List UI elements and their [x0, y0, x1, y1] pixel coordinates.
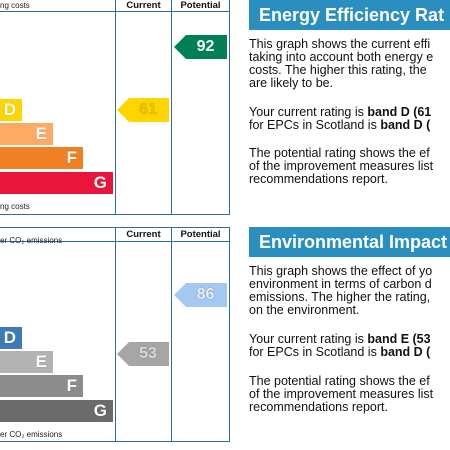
env-band-g: G [0, 400, 113, 422]
energy-band-e: E [0, 123, 53, 145]
energy-caption-top: ng costs [0, 1, 30, 10]
env-current-arrow: 53 [117, 342, 169, 366]
energy-band-f: F [0, 147, 83, 169]
energy-para1: This graph shows the current effi taking… [249, 38, 434, 90]
env-band-d: D [0, 327, 22, 349]
energy-col-current: Current [126, 0, 161, 11]
energy-band-g: G [0, 172, 113, 194]
energy-potential-arrow: 92 [174, 35, 227, 59]
env-col-current: Current [126, 229, 161, 240]
energy-caption-bottom: ng costs [0, 202, 30, 211]
energy-band-d: D [0, 99, 22, 121]
energy-para2: Your current rating is band D (61 for EP… [249, 106, 432, 132]
env-para2: Your current rating is band E (53 for EP… [249, 333, 431, 359]
env-col-potential: Potential [180, 229, 221, 240]
energy-current-arrow: 61 [117, 98, 169, 122]
energy-section-title: Energy Efficiency Rat [249, 0, 450, 30]
env-potential-arrow: 86 [174, 283, 227, 307]
energy-col-potential: Potential [180, 0, 221, 11]
env-para3: The potential rating shows the ef of the… [249, 375, 434, 414]
env-section-title: Environmental Impact [249, 227, 450, 257]
env-band-e: E [0, 351, 53, 373]
env-caption-bottom: er CO₂ emissions [0, 430, 63, 439]
energy-para3: The potential rating shows the ef of the… [249, 147, 434, 186]
env-caption-top: er CO₂ emissions [0, 236, 63, 245]
env-para1: This graph shows the effect of yo enviro… [249, 265, 433, 317]
env-band-f: F [0, 375, 83, 397]
